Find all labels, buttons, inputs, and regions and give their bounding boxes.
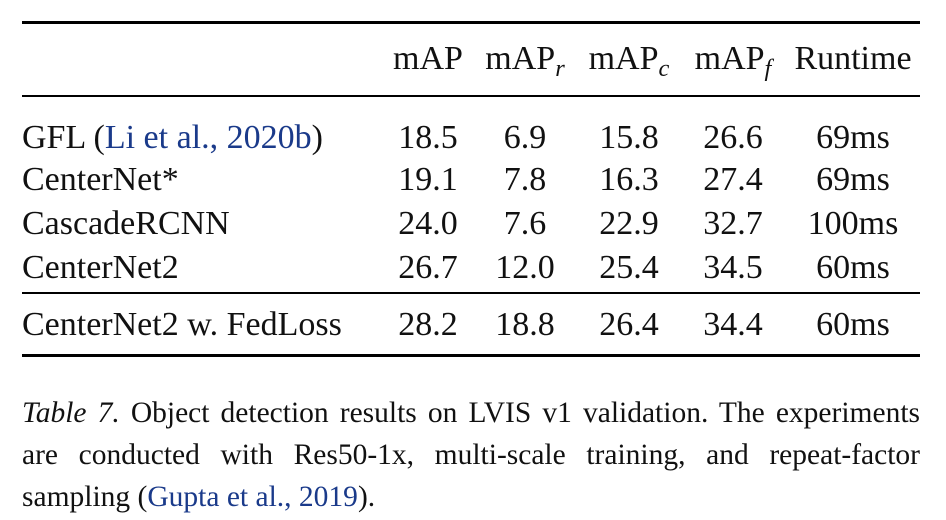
table-row-centernet2-fedloss: CenterNet2 w. FedLoss 28.2 18.8 26.4 34.… [22, 294, 920, 356]
value-cell: 19.1 [398, 161, 458, 198]
value-cell: 6.9 [503, 119, 547, 156]
value-cell: 100ms [807, 205, 899, 242]
header-map-f: mAPf [680, 22, 786, 95]
value-cell: 32.7 [703, 205, 763, 242]
method-cell: GFL (Li et al., 2020b) [22, 119, 323, 156]
table-mid-rule [22, 292, 920, 294]
value-cell: 26.7 [398, 249, 458, 286]
caption-text: Object detection results on LVIS v1 vali… [22, 397, 921, 513]
header-map-c-sub: c [658, 54, 670, 82]
caption-citation-link[interactable]: Gupta et al., 2019 [147, 481, 358, 513]
value-cell: 26.4 [599, 306, 659, 343]
table-row-cascadercnn: CascadeRCNN 24.0 7.6 22.9 32.7 100ms [22, 202, 920, 246]
value-cell: 60ms [816, 306, 890, 343]
value-cell: 7.8 [503, 161, 547, 198]
caption-label: Table 7. [22, 397, 120, 429]
table-caption: Table 7. Object detection results on LVI… [22, 392, 920, 518]
header-map-label: mAP [393, 39, 463, 77]
header-map-r-sub: r [555, 54, 565, 82]
header-method [22, 22, 384, 95]
method-name: GFL [22, 119, 85, 156]
value-cell: 24.0 [398, 205, 458, 242]
table-top-rule [22, 21, 920, 24]
results-table: mAP mAPr mAPc mAPf Runtime GFL (Li et al… [22, 22, 920, 356]
value-cell: 69ms [816, 161, 890, 198]
value-cell: 12.0 [495, 249, 555, 286]
table-row-centernet2: CenterNet2 26.7 12.0 25.4 34.5 60ms [22, 246, 920, 294]
header-runtime: Runtime [786, 22, 920, 95]
table-header-rule [22, 95, 920, 97]
table-row-gfl: GFL (Li et al., 2020b) 18.5 6.9 15.8 26.… [22, 95, 920, 158]
method-name: CenterNet2 w. FedLoss [22, 306, 342, 343]
value-cell: 28.2 [398, 306, 458, 343]
method-name: CascadeRCNN [22, 205, 230, 242]
header-map-c: mAPc [578, 22, 680, 95]
header-map-r-label: mAP [485, 39, 556, 77]
method-name: CenterNet2 [22, 249, 179, 286]
caption-end: ). [357, 481, 376, 513]
value-cell: 7.6 [503, 205, 547, 242]
header-map-r: mAPr [472, 22, 578, 95]
value-cell: 27.4 [703, 161, 763, 198]
value-cell: 69ms [816, 119, 890, 156]
header-map-f-label: mAP [694, 39, 765, 77]
value-cell: 15.8 [599, 119, 659, 156]
header-map-c-label: mAP [588, 39, 659, 77]
value-cell: 25.4 [599, 249, 659, 286]
header-map-f-sub: f [764, 54, 772, 82]
value-cell: 34.4 [703, 306, 763, 343]
table-bottom-rule [22, 354, 920, 357]
table-header-row: mAP mAPr mAPc mAPf Runtime [22, 22, 920, 95]
table-row-centernet: CenterNet* 19.1 7.8 16.3 27.4 69ms [22, 158, 920, 202]
value-cell: 22.9 [599, 205, 659, 242]
value-cell: 16.3 [599, 161, 659, 198]
value-cell: 34.5 [703, 249, 763, 286]
value-cell: 18.5 [398, 119, 458, 156]
method-name: CenterNet* [22, 161, 179, 198]
citation-link[interactable]: Li et al., 2020b [104, 119, 312, 156]
value-cell: 18.8 [495, 306, 555, 343]
value-cell: 60ms [816, 249, 890, 286]
value-cell: 26.6 [703, 119, 763, 156]
header-map: mAP [384, 22, 472, 95]
header-runtime-label: Runtime [794, 39, 912, 77]
